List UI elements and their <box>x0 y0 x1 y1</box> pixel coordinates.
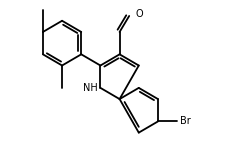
Text: O: O <box>135 9 143 19</box>
Text: Br: Br <box>180 116 191 126</box>
Text: NH: NH <box>83 83 98 93</box>
